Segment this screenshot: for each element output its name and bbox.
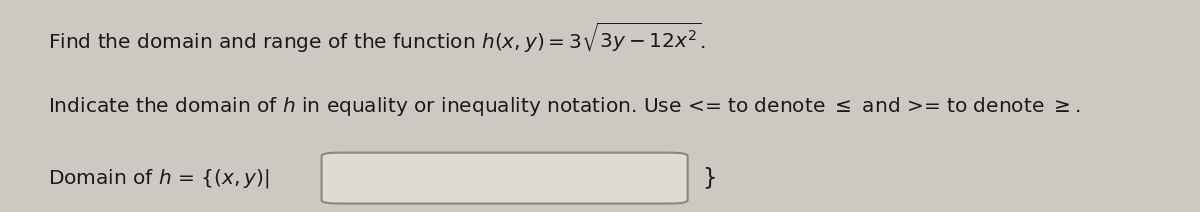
FancyBboxPatch shape	[322, 153, 688, 204]
Text: $\}$: $\}$	[702, 165, 715, 191]
Text: Domain of $h$ = $\{(x, y)|$: Domain of $h$ = $\{(x, y)|$	[48, 167, 270, 190]
Text: Find the domain and range of the function $h(x, y) = 3\sqrt{3y - 12x^2}$.: Find the domain and range of the functio…	[48, 21, 706, 55]
Text: Indicate the domain of $h$ in equality or inequality notation. Use <= to denote : Indicate the domain of $h$ in equality o…	[48, 95, 1081, 117]
